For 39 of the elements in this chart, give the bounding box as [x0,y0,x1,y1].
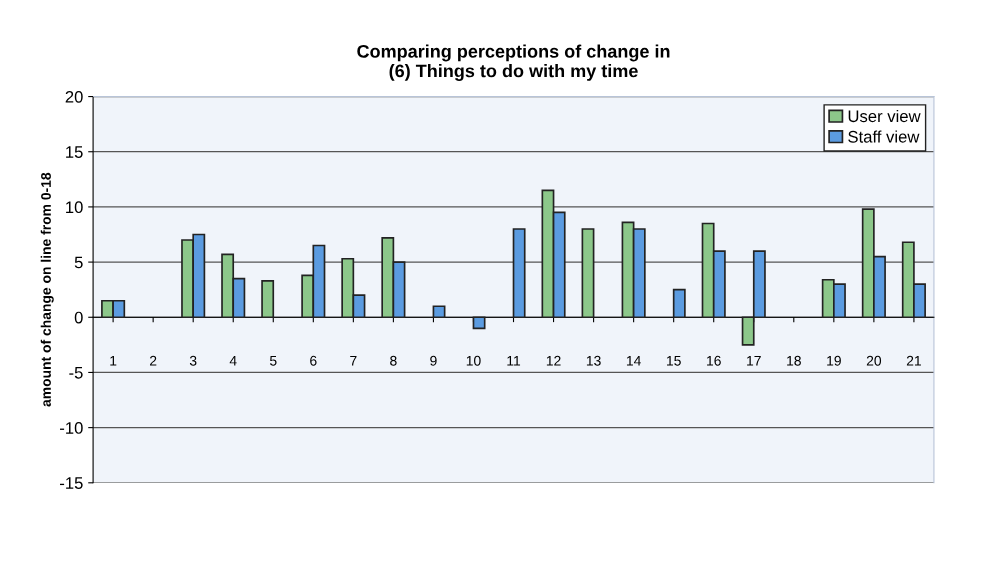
y-tick-label: -15 [60,477,83,489]
bar [672,288,686,319]
x-tick-label: 4 [229,355,237,366]
x-tick-label: 2 [149,355,157,366]
y-tick-label: -5 [69,367,83,379]
x-tick-label: 16 [707,355,721,366]
x-tick-label: 3 [189,355,197,366]
x-tick-label: 18 [787,355,801,366]
y-tick-label: 0 [74,311,83,324]
x-tick-label: 19 [827,355,841,366]
x-tick-label: 9 [430,355,437,366]
x-tick-label: 10 [466,355,481,366]
bar [581,228,595,319]
y-tick-label: 15 [66,146,83,158]
y-tick-label: -10 [60,422,83,434]
y-tick-label: 5 [74,256,83,269]
x-tick-label: 14 [626,355,641,366]
bar [512,228,526,319]
legend-label: User view [848,109,921,123]
x-tick-label: 8 [390,355,397,366]
x-tick-label: 15 [667,355,681,366]
y-axis-title: amount of change on line from 0-18 [40,172,54,407]
x-tick-label: 7 [350,355,357,366]
legend-label: Staff view [848,130,920,143]
x-tick-label: 5 [269,355,277,366]
x-tick-label: 17 [747,355,761,366]
x-tick-label: 20 [866,355,882,366]
x-tick-label: 1 [110,355,117,366]
x-tick-label: 12 [546,355,561,366]
x-tick-label: 21 [906,355,921,366]
bar [261,280,275,319]
x-tick-label: 13 [586,355,601,366]
chart-title: Comparing perceptions of change in (6) Things to do with my time [357,44,670,81]
bar [472,316,486,330]
y-tick-label: 20 [65,90,83,103]
x-tick-label: 6 [310,355,317,366]
bar [432,305,446,319]
x-tick-label: 11 [507,355,521,366]
y-tick-label: 10 [66,201,83,214]
